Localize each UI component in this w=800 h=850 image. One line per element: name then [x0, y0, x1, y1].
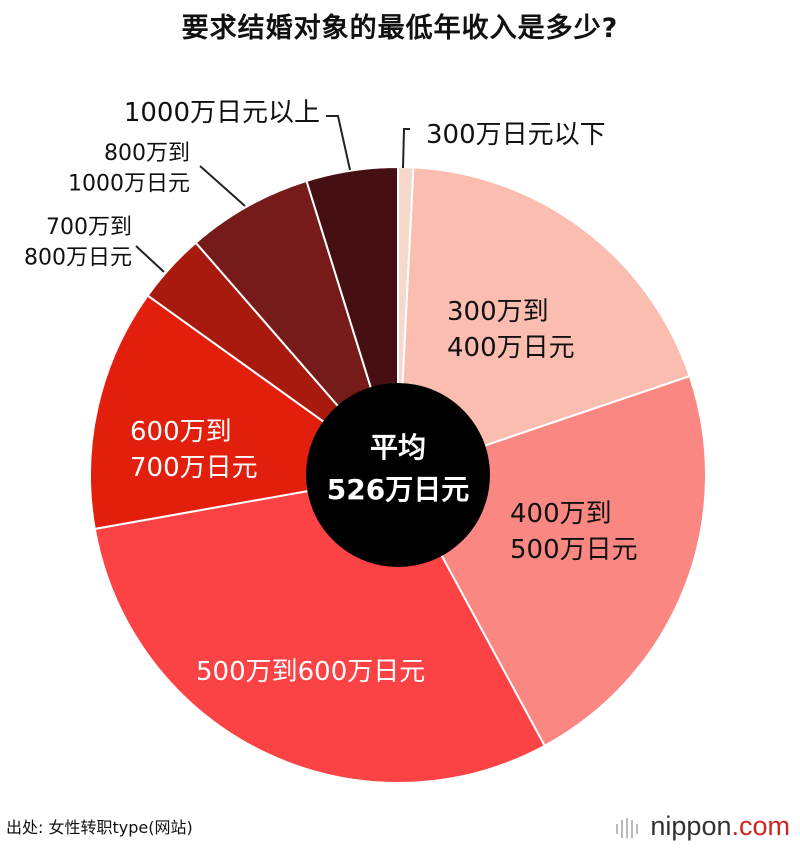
pie-slice-2: [396, 166, 691, 477]
leader-line-6: [135, 245, 165, 273]
slice-label-2: 300万到 400万日元: [447, 297, 575, 363]
source-note: 出处: 女性转职type(网站): [6, 818, 193, 837]
slice-label-1: 300万日元以下: [426, 120, 606, 150]
center-average-label: 平均 526万日元: [327, 431, 469, 506]
brand-name: nippon: [650, 811, 732, 841]
slice-label-7: 800万到 1000万日元: [68, 141, 190, 196]
slice-label-8: 1000万日元以上: [124, 98, 320, 128]
center-hole: [306, 383, 490, 567]
chart-title: 要求结婚对象的最低年收入是多少?: [181, 13, 619, 44]
slice-label-6: 700万到 800万日元: [24, 215, 132, 270]
slice-label-3: 400万到 500万日元: [510, 499, 638, 565]
leader-line-7: [199, 165, 246, 207]
slice-label-4: 500万到600万日元: [196, 657, 425, 687]
brand-logo: nippon.com: [614, 811, 790, 842]
leader-line-1: [402, 128, 410, 169]
brand-suffix: .com: [731, 811, 790, 841]
leader-line-8: [326, 115, 351, 171]
logo-bars-icon: [616, 817, 639, 838]
slice-label-5: 600万到 700万日元: [130, 417, 258, 483]
